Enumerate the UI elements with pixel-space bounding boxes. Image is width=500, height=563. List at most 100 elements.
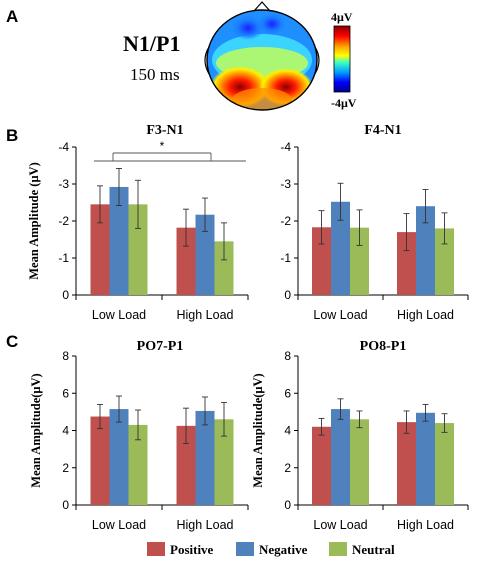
f3-n1-ytick-label: -4: [58, 140, 69, 154]
po7-p1-title: PO7-P1: [137, 339, 184, 354]
f4-n1-ytick-label: 0: [284, 288, 291, 302]
f3-n1-category-label: High Load: [177, 308, 234, 322]
po8-p1-bar-negative-high-load: [416, 412, 435, 505]
po7-p1-category-label: High Load: [177, 518, 234, 532]
po7-p1-ylabel: Mean Amplitude(μV): [29, 373, 43, 487]
f4-n1-title: F4-N1: [364, 123, 401, 138]
f3-n1-bar-neutral-high-load: [214, 241, 234, 295]
po7-p1-errorbar-positive-high-load: [183, 407, 189, 444]
f4-n1-ytick-label: -3: [280, 177, 291, 191]
f4-n1-errorbar-neutral-high-load: [441, 212, 448, 245]
po8-p1-bar-negative-low-load: [331, 409, 350, 505]
chart-f4-n1: 0 -1 -2 -3 -4 Low Load High Load F4-N1: [280, 123, 469, 322]
head-outline: [206, 9, 318, 111]
f4-n1-bar-negative-low-load: [331, 201, 350, 295]
f4-n1-category-label: High Load: [397, 308, 454, 322]
po7-p1-errorbar-negative-high-load: [202, 396, 208, 426]
po8-p1-bar-neutral-low-load: [350, 419, 369, 505]
po7-p1-bar-negative-low-load: [109, 409, 129, 505]
po8-p1-errorbar-negative-high-load: [422, 403, 429, 422]
legend-label-negative: Negative: [259, 542, 308, 557]
legend-label-positive: Positive: [170, 542, 214, 557]
chart-po7-p1: 0 2 4 6 8 Low Load High Load PO7-P1 Mean Amplitu…: [29, 339, 249, 532]
f3-n1-ytick-label: -3: [58, 177, 69, 191]
f3-n1-ytick-label: -2: [58, 214, 69, 228]
f3-n1-bar-positive-low-load: [90, 204, 110, 295]
po8-p1-bar-positive-high-load: [397, 422, 416, 505]
f3-n1-bar-negative-high-load: [195, 214, 215, 295]
po8-p1-errorbar-neutral-low-load: [356, 410, 363, 429]
f3-n1-bar-positive-high-load: [176, 227, 196, 295]
f3-n1-errorbar-negative-low-load: [116, 168, 122, 206]
f3-n1-significance-star: *: [160, 139, 165, 153]
f4-n1-errorbar-negative-high-load: [422, 189, 429, 224]
po8-p1-category-label: High Load: [397, 518, 454, 532]
po7-p1-bar-neutral-high-load: [214, 419, 234, 505]
f3-n1-significance-bracket: [94, 152, 246, 162]
po8-p1-category-label: Low Load: [313, 518, 367, 532]
f3-n1-errorbar-positive-high-load: [183, 208, 189, 247]
po8-p1-errorbar-neutral-high-load: [441, 413, 448, 433]
topomap: N1/P1 150 ms 4μV -4μV: [123, 1, 357, 111]
po8-p1-errorbar-negative-low-load: [337, 398, 344, 420]
po8-p1-ytick-label: 6: [284, 386, 291, 400]
po7-p1-bar-negative-high-load: [195, 410, 215, 505]
f3-n1-bar-neutral-low-load: [128, 204, 148, 295]
f3-n1-category-label: Low Load: [92, 308, 146, 322]
f4-n1-ytick-label: -4: [280, 140, 291, 154]
legend-swatch-positive: [147, 542, 165, 556]
f4-n1-bar-negative-high-load: [416, 206, 435, 295]
po8-p1-errorbar-positive-high-load: [403, 410, 410, 434]
po8-p1-bar-neutral-high-load: [435, 423, 454, 505]
po7-p1-errorbar-neutral-high-load: [221, 402, 227, 437]
panel-label-b: B: [6, 126, 18, 145]
po8-p1-ylabel: Mean Amplitude(μV): [251, 373, 265, 487]
po7-p1-ytick-label: 6: [62, 386, 69, 400]
po8-p1-ytick-label: 2: [284, 461, 291, 475]
po8-p1-title: PO8-P1: [360, 339, 407, 354]
topomap-title: N1/P1: [123, 31, 180, 56]
po7-p1-ytick-label: 8: [62, 349, 69, 363]
f4-n1-errorbar-positive-high-load: [403, 213, 410, 252]
f3-n1-ylabel: Mean Amplitude (μV): [27, 162, 41, 280]
po7-p1-ytick-label: 4: [62, 424, 69, 438]
po7-p1-errorbar-neutral-low-load: [135, 409, 141, 441]
scalp-map: [207, 10, 317, 110]
f3-n1-ytick-label: -1: [58, 251, 69, 265]
chart-f3-n1: 0 -1 -2 -3 -4 Low Load High Load F3-N1 Mean Ampl…: [27, 123, 249, 322]
f4-n1-bar-positive-low-load: [312, 227, 331, 295]
po8-p1-errorbar-positive-low-load: [318, 417, 325, 436]
f3-n1-ytick-label: 0: [62, 288, 69, 302]
f4-n1-errorbar-positive-low-load: [318, 210, 325, 245]
legend-label-neutral: Neutral: [352, 542, 395, 557]
po7-p1-category-label: Low Load: [92, 518, 146, 532]
f4-n1-bar-positive-high-load: [397, 232, 416, 295]
po7-p1-errorbar-positive-low-load: [97, 403, 103, 430]
po8-p1-ytick-label: 0: [284, 498, 291, 512]
bar-charts: 0 -1 -2 -3 -4 Low Load High Load F3-N1 Mean Ampl…: [27, 123, 469, 532]
legend: Positive Negative Neutral: [147, 542, 395, 557]
po7-p1-ytick-label: 2: [62, 461, 69, 475]
po7-p1-bar-positive-low-load: [90, 416, 110, 505]
colorbar: [333, 25, 351, 93]
f4-n1-ytick-label: -1: [280, 251, 291, 265]
f4-n1-errorbar-negative-low-load: [337, 182, 344, 221]
f3-n1-errorbar-neutral-high-load: [221, 222, 227, 261]
f4-n1-bar-neutral-high-load: [435, 228, 454, 295]
f3-n1-errorbar-neutral-low-load: [135, 179, 141, 229]
colorbar-max-label: 4μV: [331, 10, 353, 24]
po8-p1-ytick-label: 8: [284, 349, 291, 363]
po8-p1-ytick-label: 4: [284, 424, 291, 438]
po7-p1-bar-positive-high-load: [176, 425, 196, 505]
f3-n1-bar-negative-low-load: [109, 186, 129, 295]
po7-p1-ytick-label: 0: [62, 498, 69, 512]
f4-n1-category-label: Low Load: [313, 308, 367, 322]
f4-n1-errorbar-neutral-low-load: [356, 209, 363, 246]
po8-p1-bar-positive-low-load: [312, 426, 331, 505]
po7-p1-errorbar-negative-low-load: [116, 395, 122, 423]
f4-n1-ytick-label: -2: [280, 214, 291, 228]
panel-label-c: C: [6, 332, 18, 351]
legend-swatch-neutral: [329, 542, 347, 556]
f3-n1-errorbar-negative-high-load: [202, 197, 208, 232]
